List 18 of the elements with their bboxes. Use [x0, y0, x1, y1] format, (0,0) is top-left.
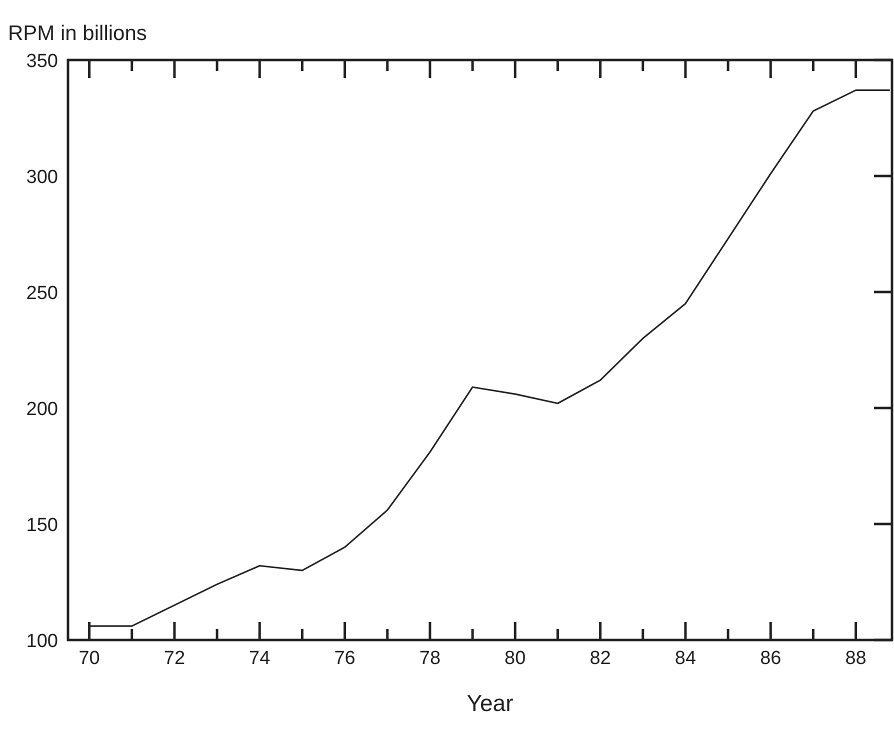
- x-axis-title: Year: [466, 690, 514, 716]
- y-tick-label: 150: [26, 515, 58, 536]
- x-tick-label: 74: [249, 648, 271, 669]
- x-tick-label: 82: [590, 648, 611, 669]
- x-tick-label: 70: [78, 648, 100, 669]
- x-tick-label: 80: [504, 648, 526, 669]
- y-tick-label: 350: [26, 51, 58, 72]
- y-tick-label: 100: [26, 631, 58, 652]
- y-tick-label: 200: [26, 399, 58, 420]
- x-tick-label: 72: [164, 648, 186, 669]
- x-tick-label: 76: [334, 648, 356, 669]
- y-tick-label: 250: [26, 283, 58, 304]
- y-tick-label: 300: [26, 167, 58, 188]
- x-tick-label: 88: [845, 648, 866, 669]
- x-tick-label: 86: [760, 648, 782, 669]
- x-tick-label: 78: [419, 648, 441, 669]
- x-tick-label: 84: [674, 648, 696, 669]
- y-axis-title: RPM in billions: [8, 22, 147, 45]
